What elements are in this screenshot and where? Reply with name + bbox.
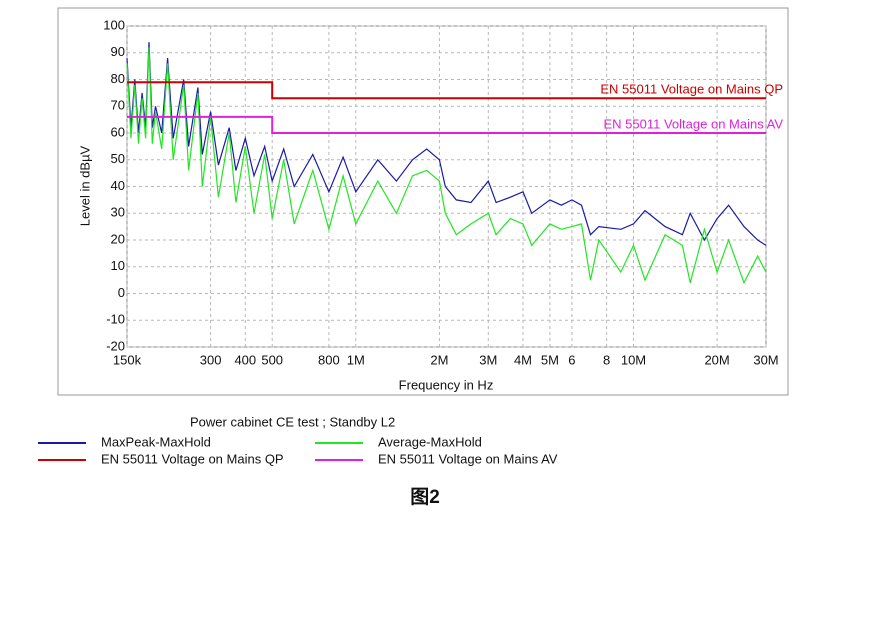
legend-label: MaxPeak-MaxHold: [101, 434, 211, 449]
x-tick-label: 4M: [514, 352, 532, 367]
y-tick-label: -20: [106, 338, 125, 353]
x-tick-label: 800: [318, 352, 340, 367]
y-tick-label: 0: [118, 285, 125, 300]
y-axis-label: Level in dBµV: [77, 145, 92, 226]
x-tick-label: 8: [603, 352, 610, 367]
x-tick-label: 5M: [541, 352, 559, 367]
series-line: [126, 42, 767, 246]
legend-label: Average-MaxHold: [378, 434, 482, 449]
x-tick-label: 150k: [113, 352, 142, 367]
series-line: [127, 115, 766, 134]
x-axis-label: Frequency in Hz: [399, 377, 494, 392]
x-tick-label: 300: [200, 352, 222, 367]
y-tick-label: 10: [111, 258, 125, 273]
figure-label: 图2: [410, 486, 440, 508]
x-tick-label: 6: [568, 352, 575, 367]
y-tick-label: 100: [103, 17, 125, 32]
caption: Power cabinet CE test ; Standby L2: [190, 414, 395, 429]
series-line: [127, 81, 766, 100]
x-tick-label: 30M: [753, 352, 778, 367]
y-tick-label: 20: [111, 231, 125, 246]
x-tick-label: 1M: [347, 352, 365, 367]
x-tick-label: 20M: [704, 352, 729, 367]
y-tick-label: 40: [111, 178, 125, 193]
y-tick-label: 70: [111, 98, 125, 113]
legend-label: EN 55011 Voltage on Mains QP: [101, 451, 284, 466]
legend-label: EN 55011 Voltage on Mains AV: [378, 451, 558, 466]
x-tick-label: 2M: [430, 352, 448, 367]
x-tick-label: 500: [261, 352, 283, 367]
series-line: [126, 47, 767, 285]
x-tick-label: 3M: [479, 352, 497, 367]
y-tick-label: 80: [111, 71, 125, 86]
y-tick-label: -10: [106, 312, 125, 327]
x-tick-label: 10M: [621, 352, 646, 367]
y-tick-label: 30: [111, 205, 125, 220]
y-tick-label: 60: [111, 124, 125, 139]
y-tick-label: 90: [111, 44, 125, 59]
y-tick-label: 50: [111, 151, 125, 166]
limit-annotation: EN 55011 Voltage on Mains QP: [600, 82, 783, 97]
limit-annotation: EN 55011 Voltage on Mains AV: [604, 116, 784, 131]
x-tick-label: 400: [234, 352, 256, 367]
